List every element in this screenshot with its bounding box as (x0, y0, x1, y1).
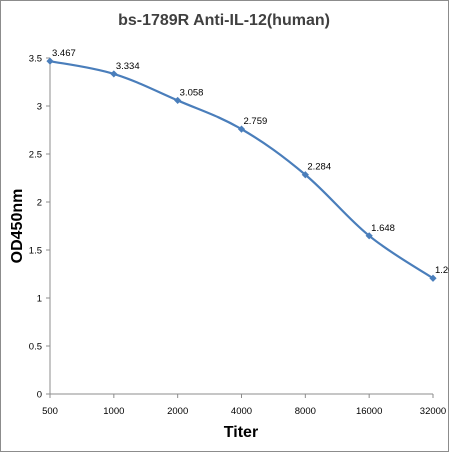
data-point-marker (174, 96, 182, 105)
y-tick-label: 2.5 (29, 150, 42, 161)
data-point-marker (365, 232, 373, 240)
data-label: 1.648 (371, 223, 395, 234)
data-point-marker (429, 274, 437, 282)
y-axis-title: OD450nm (9, 189, 26, 264)
data-label: 2.759 (244, 116, 268, 127)
data-label: 3.334 (116, 61, 140, 72)
y-tick-label: 0.5 (29, 342, 42, 353)
data-point-marker (301, 171, 309, 179)
x-axis-title: Titer (224, 424, 258, 441)
x-tick-label: 500 (42, 406, 58, 417)
y-axis-ticks: 0 0.5 1 1.5 2 2.5 3 3.5 (29, 54, 50, 401)
data-label: 1.206 (435, 265, 449, 276)
chart-title: bs-1789R Anti-IL-12(human) (118, 12, 330, 29)
data-labels: 3.467 3.334 3.058 2.759 2.284 1.648 1.206 (52, 48, 449, 276)
y-tick-label: 2 (37, 198, 42, 209)
x-axis-ticks: 500 1000 2000 4000 8000 16000 32000 (42, 394, 446, 417)
y-tick-label: 1 (37, 294, 42, 305)
data-label: 3.058 (180, 87, 204, 98)
y-tick-label: 0 (37, 390, 42, 401)
series-group (46, 57, 437, 282)
x-tick-label: 2000 (167, 406, 188, 417)
data-label: 3.467 (52, 48, 76, 59)
y-tick-label: 1.5 (29, 246, 42, 257)
data-label: 2.284 (307, 162, 331, 173)
y-tick-label: 3.5 (29, 54, 42, 65)
data-point-marker (237, 125, 246, 133)
x-tick-label: 1000 (103, 406, 124, 417)
x-tick-label: 16000 (356, 406, 382, 417)
x-tick-label: 8000 (295, 406, 316, 417)
x-tick-label: 4000 (231, 406, 252, 417)
x-tick-label: 32000 (420, 406, 446, 417)
data-point-marker (110, 70, 118, 78)
y-tick-label: 3 (37, 102, 42, 113)
data-point-marker (46, 57, 54, 65)
series-line (49, 60, 434, 280)
